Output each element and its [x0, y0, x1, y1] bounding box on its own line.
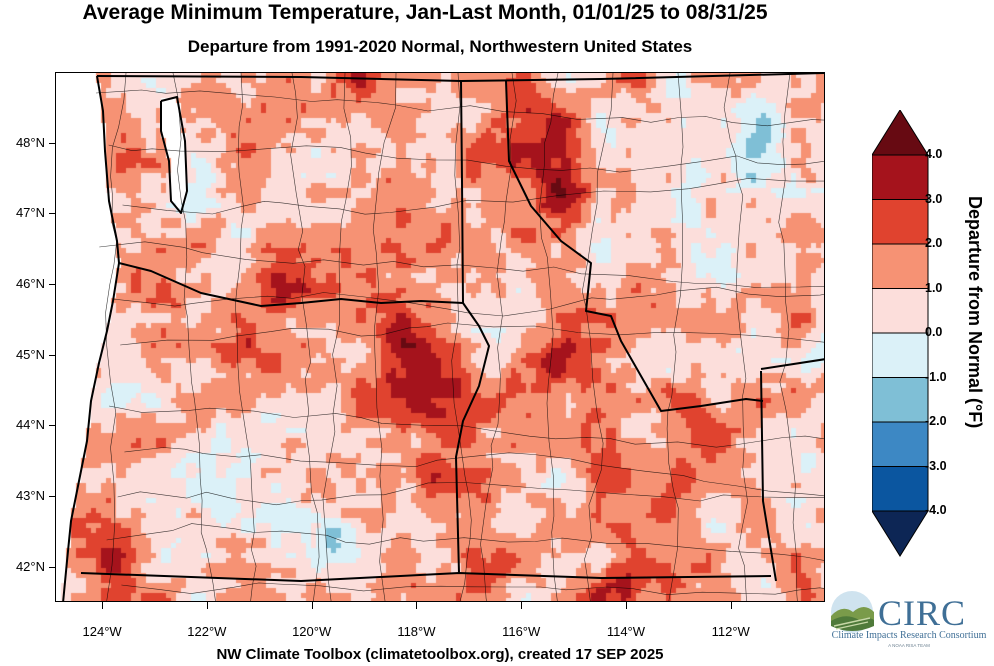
longitude-tick	[416, 602, 418, 609]
county-line	[778, 73, 798, 601]
wa-id-border	[460, 80, 464, 304]
latitude-tick	[49, 425, 55, 427]
latitude-label: 47°N	[15, 205, 45, 221]
latitude-label: 46°N	[15, 276, 45, 291]
scale-level-label: -1.0	[925, 369, 947, 384]
circ-subtitle: Climate Impacts Research Consortium	[831, 630, 987, 641]
scale-overflow-low	[872, 510, 929, 557]
latitude-label: 48°N	[15, 134, 45, 150]
county-line	[666, 73, 684, 601]
longitude-label: 118°W	[397, 624, 436, 639]
county-line	[99, 241, 824, 288]
county-boundaries	[95, 73, 824, 601]
county-line	[122, 177, 824, 215]
scale-swatch	[872, 199, 929, 245]
or-id-border	[455, 302, 490, 574]
id-wy-border	[760, 370, 777, 582]
circ-wordmark: CIRC	[878, 593, 967, 633]
circ-tagline: A NOAA RISA TEAM	[888, 643, 930, 648]
latitude-tick	[49, 284, 55, 285]
coastline	[62, 75, 120, 601]
latitude-label: 42°N	[15, 558, 45, 574]
scale-swatch	[872, 288, 929, 334]
longitude-tick	[521, 602, 523, 609]
latitude-tick	[49, 213, 55, 215]
latitude-label: 44°N	[15, 417, 45, 433]
scale-level-label: 4.0	[925, 147, 943, 161]
scale-level-label: 3.0	[925, 191, 943, 206]
latitude-tick	[49, 566, 55, 568]
longitude-label: 112°W	[711, 624, 750, 639]
county-line	[109, 405, 824, 448]
county-line	[290, 73, 320, 601]
anomaly-raster	[56, 73, 824, 601]
county-line	[108, 144, 824, 173]
longitude-label: 124°W	[82, 624, 122, 639]
longitude-label: 116°W	[502, 624, 541, 639]
county-line	[723, 73, 748, 601]
scale-level-label: -2.0	[925, 414, 947, 428]
id-mt-border	[505, 80, 764, 412]
mt-wy-border	[760, 358, 824, 370]
county-line	[581, 73, 614, 601]
scale-level-label: 2.0	[925, 236, 943, 250]
puget-sound-shore	[160, 96, 188, 214]
county-line	[117, 482, 824, 506]
county-line	[120, 322, 824, 346]
map-subtitle: Departure from 1991-2020 Normal, Northwe…	[187, 37, 693, 56]
longitude-tick	[311, 602, 313, 609]
scale-level-label: -4.0	[925, 503, 947, 517]
circ-logo: CIRC Climate Impacts Research Consortium…	[826, 588, 992, 650]
map-title: Average Minimum Temperature, Jan-Last Mo…	[82, 1, 768, 24]
longitude-label: 120°W	[292, 624, 332, 639]
scale-swatch	[872, 154, 929, 200]
scale-level-label: 0.0	[925, 325, 943, 339]
scale-swatch	[872, 243, 929, 289]
longitude-tick	[730, 602, 732, 609]
longitude-label: 114°W	[606, 624, 646, 639]
latitude-label: 43°N	[15, 488, 45, 503]
county-line	[112, 286, 824, 317]
county-line	[121, 582, 824, 596]
temperature-departure-map	[55, 72, 825, 602]
longitude-tick	[625, 602, 627, 609]
county-line	[322, 73, 352, 601]
southern-border	[80, 572, 772, 582]
county-line	[95, 89, 824, 127]
scale-swatch	[872, 421, 929, 467]
latitude-tick	[49, 354, 55, 356]
scale-swatch	[872, 377, 929, 423]
scale-swatch	[872, 332, 929, 378]
county-line	[480, 73, 517, 601]
county-line	[539, 73, 559, 601]
color-scale-title: Departure from Normal (°F)	[965, 196, 985, 429]
county-line	[451, 73, 472, 601]
latitude-tick	[49, 142, 55, 144]
longitude-label: 122°W	[187, 624, 227, 639]
scale-level-label: -3.0	[925, 458, 947, 473]
scale-swatch	[872, 466, 929, 512]
county-line	[234, 73, 257, 601]
county-line	[372, 73, 397, 601]
latitude-tick	[49, 496, 55, 497]
wa-or-border	[118, 262, 464, 307]
scale-overflow-high	[872, 110, 929, 156]
county-line	[105, 73, 127, 601]
longitude-tick	[102, 602, 104, 609]
county-line	[172, 73, 216, 601]
map-canvas	[56, 73, 824, 601]
county-line	[124, 447, 824, 497]
scale-level-label: 1.0	[925, 280, 943, 295]
state-boundaries	[62, 73, 824, 601]
county-line	[106, 523, 824, 561]
circ-hills-icon	[831, 591, 874, 633]
longitude-tick	[206, 602, 208, 609]
credit-footer: NW Climate Toolbox (climatetoolbox.org),…	[216, 646, 664, 663]
color-scale-bar	[872, 110, 929, 557]
latitude-label: 45°N	[15, 346, 45, 362]
